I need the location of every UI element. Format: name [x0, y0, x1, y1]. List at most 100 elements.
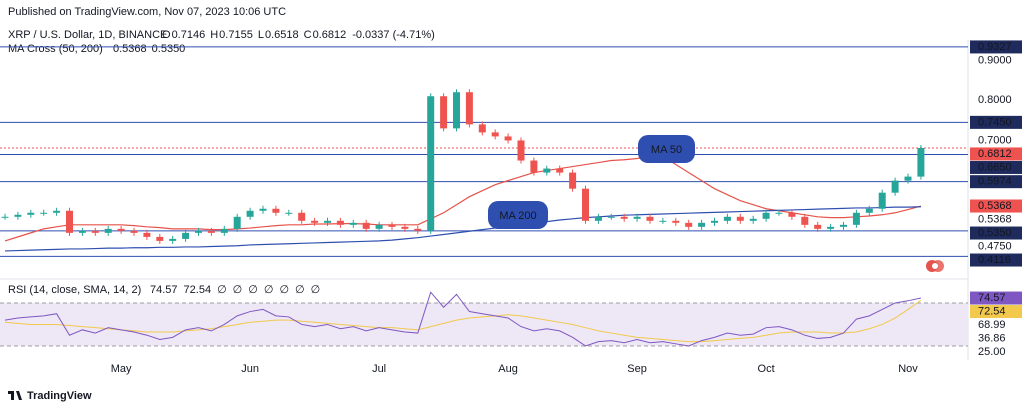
axis-label: 0.5368 [978, 200, 1012, 212]
ohlc-value: 0.6812 [313, 29, 347, 41]
candle-body [865, 208, 873, 213]
candle-body [775, 212, 783, 214]
candle-body [66, 210, 73, 233]
axis-label: 0.8000 [978, 94, 1012, 106]
axis-label: 0.5974 [978, 176, 1012, 188]
published-note: Published on TradingView.com, Nov 07, 20… [8, 6, 286, 18]
candle-body [362, 222, 370, 229]
rsi-line [4, 291, 922, 347]
candle-body [646, 216, 654, 221]
ohlc-key: L [258, 29, 264, 41]
axis-tag [970, 147, 1022, 161]
axis-tag [970, 115, 1022, 129]
ohlc-value: 0.7155 [219, 29, 253, 41]
indicator-value: 0.5368 [113, 43, 147, 55]
candle-body [582, 188, 589, 221]
axis-label: 0.6650 [978, 161, 1012, 173]
ohlc-value: -0.0337 (-4.71%) [352, 29, 435, 41]
candle-body [594, 216, 602, 221]
candle-body [659, 220, 667, 222]
axis-tag [970, 305, 1022, 319]
candle-body [324, 220, 331, 223]
rsi-empty-value: ∅ [248, 284, 258, 296]
symbol-title: XRP / U.S. Dollar, 1D, BINANCE [8, 29, 167, 41]
axis-tag [970, 199, 1022, 213]
candle-body [504, 136, 512, 141]
candle-body [723, 216, 731, 221]
axis-tag [970, 291, 1022, 305]
ma-callout-box [638, 135, 695, 163]
x-tick-label: Aug [498, 363, 518, 375]
candle-body [852, 212, 860, 225]
rsi-band [0, 302, 968, 346]
candle-body [27, 212, 35, 215]
candle-body [711, 220, 718, 223]
axis-label: 0.6812 [978, 148, 1012, 160]
ma-callout-label: MA 50 [651, 144, 682, 156]
candle-body [607, 216, 615, 218]
ma-line [4, 155, 922, 242]
candle-body [517, 140, 525, 161]
candle-body [272, 208, 280, 213]
candle-body [1, 216, 9, 218]
candle-body [414, 228, 422, 231]
candle-body [207, 230, 215, 233]
candle-body [685, 222, 693, 227]
axis-tag [970, 40, 1022, 54]
candle-body [891, 180, 899, 193]
rsi-legend-value: 74.57 [150, 284, 178, 296]
rsi-empty-value: ∅ [311, 284, 321, 296]
rsi-title: RSI (14, close, SMA, 14, 2) [8, 284, 141, 296]
candle-body [104, 228, 112, 233]
candle-body [530, 160, 538, 173]
candle-body [388, 224, 396, 227]
candle-body [827, 226, 835, 229]
ma-line [4, 206, 921, 252]
candle-body [349, 222, 357, 225]
candle-body [736, 216, 744, 221]
axis-label: 68.99 [978, 319, 1006, 331]
candle-body [91, 230, 99, 233]
candle-body [878, 192, 886, 209]
candle-body [195, 230, 202, 233]
candle-body [336, 220, 344, 225]
rsi-empty-value: ∅ [233, 284, 243, 296]
candle-body [298, 212, 306, 221]
x-tick-label: Oct [758, 363, 775, 375]
rsi-empty-value: ∅ [279, 284, 289, 296]
axis-label: 0.7000 [978, 134, 1012, 146]
candle-body [749, 218, 757, 221]
rsi-empty-value: ∅ [295, 284, 305, 296]
candle-body [78, 230, 86, 233]
rsi-empty-value: ∅ [264, 284, 274, 296]
candle-body [246, 210, 254, 217]
candle-body [917, 147, 925, 177]
x-tick-label: Jun [241, 363, 259, 375]
candle-body [156, 236, 164, 241]
candle-body [762, 212, 770, 219]
axis-label: 0.5350 [978, 227, 1012, 239]
axis-tag [970, 253, 1022, 267]
axis-label: 0.4116 [978, 254, 1011, 266]
candle-body [633, 216, 641, 219]
candle-body [401, 226, 409, 229]
candle-body [569, 172, 577, 189]
axis-label: 72.54 [978, 305, 1006, 317]
candle-body [220, 228, 228, 233]
candle-body [491, 132, 499, 137]
candle-body [53, 210, 61, 213]
rsi-legend-value: 72.54 [184, 284, 212, 296]
axis-tag [970, 226, 1022, 240]
candle-body [285, 212, 293, 214]
candle-body [311, 220, 319, 223]
ohlc-key: H [210, 29, 218, 41]
x-tick-label: May [111, 363, 132, 375]
candle-body [620, 216, 628, 219]
ohlc-key: O [162, 29, 171, 41]
candle-body [801, 216, 809, 225]
x-tick-label: Nov [898, 363, 918, 375]
x-tick-label: Sep [627, 363, 647, 375]
candle-body [427, 96, 435, 231]
candle-body [788, 212, 796, 217]
